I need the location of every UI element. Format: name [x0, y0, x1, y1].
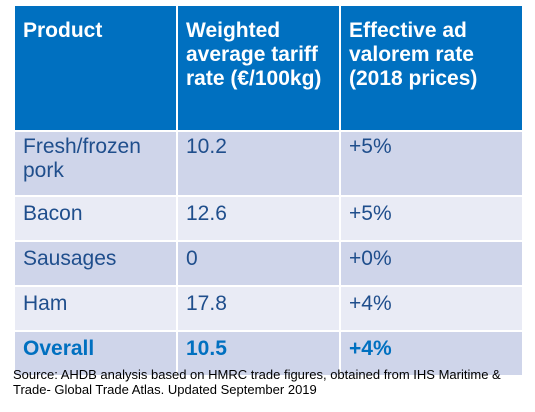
header-product: Product	[13, 4, 178, 132]
table-row-total: Overall 10.5 +4%	[13, 330, 524, 377]
cell-weighted-rate: 0	[176, 240, 341, 287]
cell-ad-valorem: +4%	[339, 285, 524, 332]
header-ad-valorem: Effective ad valorem rate (2018 prices)	[339, 4, 524, 132]
source-note: Source: AHDB analysis based on HMRC trad…	[13, 367, 501, 397]
table-row: Ham 17.8 +4%	[13, 285, 524, 332]
cell-weighted-rate: 10.2	[176, 130, 341, 197]
table-row: Sausages 0 +0%	[13, 240, 524, 287]
header-weighted-rate: Weighted average tariff rate (€/100kg)	[176, 4, 341, 132]
cell-weighted-rate: 17.8	[176, 285, 341, 332]
cell-ad-valorem: +5%	[339, 195, 524, 242]
cell-weighted-rate: 12.6	[176, 195, 341, 242]
cell-product: Fresh/frozen pork	[13, 130, 178, 197]
cell-ad-valorem: +0%	[339, 240, 524, 287]
cell-ad-valorem: +5%	[339, 130, 524, 197]
table-row: Fresh/frozen pork 10.2 +5%	[13, 130, 524, 197]
table-header-row: Product Weighted average tariff rate (€/…	[13, 4, 524, 132]
tariff-table: Product Weighted average tariff rate (€/…	[13, 4, 524, 377]
cell-weighted-rate: 10.5	[176, 330, 341, 377]
cell-product: Overall	[13, 330, 178, 377]
cell-product: Ham	[13, 285, 178, 332]
cell-ad-valorem: +4%	[339, 330, 524, 377]
cell-product: Bacon	[13, 195, 178, 242]
table-row: Bacon 12.6 +5%	[13, 195, 524, 242]
cell-product: Sausages	[13, 240, 178, 287]
